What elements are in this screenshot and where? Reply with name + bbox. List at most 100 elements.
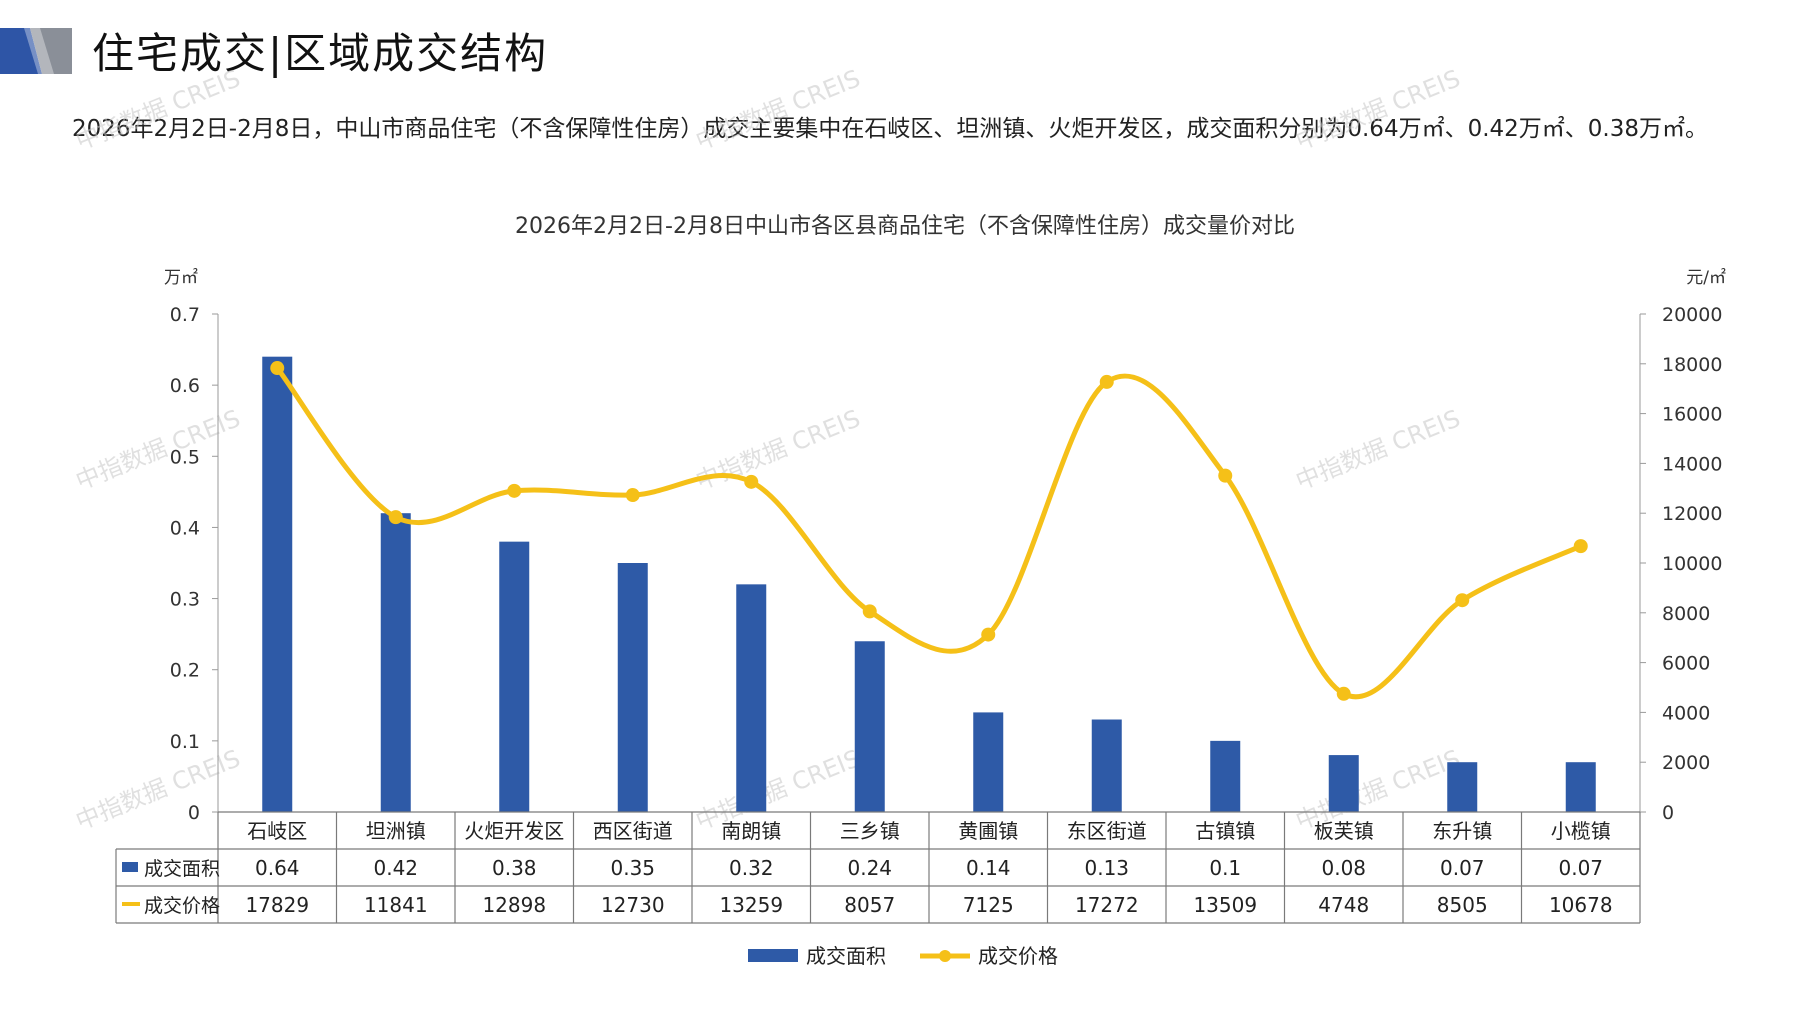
right-axis-unit: 元/㎡ <box>1686 268 1726 288</box>
price-point <box>1218 468 1233 483</box>
price-value-cell: 12730 <box>601 893 665 917</box>
data-table: 石岐区 坦洲镇 火炬开发区 西区街道 南朗镇 三乡镇 黄圃镇 东区街道 古镇镇 板芙镇 东升镇 小榄镇… <box>115 811 1641 924</box>
x-category-label: 黄圃镇 <box>958 819 1018 843</box>
price-point <box>270 361 285 376</box>
left-tick-label: 0.1 <box>170 731 200 753</box>
right-tick-label: 12000 <box>1662 503 1722 525</box>
bar-成交面积 <box>499 541 530 812</box>
left-axis-unit: 万㎡ <box>164 268 198 288</box>
bar-成交面积 <box>736 584 767 812</box>
left-tick-label: 0.7 <box>170 304 200 326</box>
watermark-text: 中指数据 CREIS <box>72 64 244 155</box>
legend-label-price: 成交价格 <box>978 944 1058 968</box>
area-value-cell: 0.1 <box>1209 856 1241 880</box>
bar-成交面积 <box>1328 755 1359 812</box>
price-value-cell: 7125 <box>963 893 1014 917</box>
area-value-cell: 0.08 <box>1321 856 1366 880</box>
bar-成交面积 <box>262 356 293 812</box>
price-point <box>1573 539 1588 554</box>
bars-layer <box>262 356 1596 812</box>
right-tick-label: 16000 <box>1662 404 1722 426</box>
price-point <box>862 604 877 619</box>
price-value-cell: 10678 <box>1549 893 1613 917</box>
left-tick-label: 0 <box>188 802 200 824</box>
summary-text: 2026年2月2日-2月8日，中山市商品住宅（不含保障性住房）成交主要集中在石岐… <box>72 116 1708 142</box>
price-value-cell: 17272 <box>1075 893 1139 917</box>
legend-marker-price <box>939 950 951 962</box>
price-value-cell: 8057 <box>844 893 895 917</box>
right-tick-label: 6000 <box>1662 653 1710 675</box>
watermark-text: 中指数据 CREIS <box>1292 404 1464 495</box>
right-tick-label: 4000 <box>1662 702 1710 724</box>
chart-title: 2026年2月2日-2月8日中山市各区县商品住宅（不含保障性住房）成交量价对比 <box>515 214 1295 239</box>
axes-layer: 0.70.60.50.40.30.20.10200001800016000140… <box>170 304 1723 824</box>
logo-highlight-shape <box>24 28 54 74</box>
area-value-cell: 0.42 <box>373 856 418 880</box>
x-category-label: 东升镇 <box>1432 819 1492 843</box>
price-value-cell: 8505 <box>1437 893 1488 917</box>
bar-成交面积 <box>617 563 648 812</box>
right-tick-label: 10000 <box>1662 553 1722 575</box>
area-value-cell: 0.32 <box>729 856 774 880</box>
price-value-cell: 12898 <box>482 893 546 917</box>
left-tick-label: 0.6 <box>170 375 200 397</box>
watermark-text: 中指数据 CREIS <box>692 404 864 495</box>
price-point <box>1336 686 1351 701</box>
brand-logo-mark <box>0 28 72 74</box>
price-point <box>1099 374 1114 389</box>
logo-gray-shape <box>30 28 72 74</box>
legend: 成交面积 成交价格 <box>748 944 1058 968</box>
area-value-cell: 0.07 <box>1440 856 1485 880</box>
watermark-text: 中指数据 CREIS <box>1292 64 1464 155</box>
area-value-cell: 0.64 <box>255 856 300 880</box>
bar-成交面积 <box>854 641 885 812</box>
row-swatch-area <box>122 862 138 872</box>
x-category-label: 石岐区 <box>247 819 307 843</box>
left-tick-label: 0.4 <box>170 517 200 539</box>
left-tick-label: 0.5 <box>170 446 200 468</box>
x-category-label: 东区街道 <box>1067 819 1147 843</box>
price-value-cell: 11841 <box>364 893 428 917</box>
left-tick-label: 0.3 <box>170 589 200 611</box>
price-point <box>388 510 403 525</box>
bar-成交面积 <box>1565 762 1596 812</box>
price-point <box>507 483 522 498</box>
right-tick-label: 18000 <box>1662 354 1722 376</box>
right-tick-label: 20000 <box>1662 304 1722 326</box>
left-tick-label: 0.2 <box>170 660 200 682</box>
x-category-label: 火炬开发区 <box>464 819 564 843</box>
right-tick-label: 0 <box>1662 802 1674 824</box>
page-title: 住宅成交|区域成交结构 <box>92 29 549 78</box>
area-value-cell: 0.35 <box>610 856 655 880</box>
x-category-label: 西区街道 <box>593 819 673 843</box>
area-value-cell: 0.24 <box>847 856 892 880</box>
x-category-label: 坦洲镇 <box>366 819 426 843</box>
price-value-cell: 4748 <box>1318 893 1369 917</box>
bar-成交面积 <box>973 712 1004 812</box>
price-point <box>625 488 640 503</box>
price-value-cell: 13259 <box>719 893 783 917</box>
x-category-label: 小榄镇 <box>1551 819 1611 843</box>
right-tick-label: 2000 <box>1662 752 1710 774</box>
bar-成交面积 <box>380 513 411 812</box>
area-value-cell: 0.14 <box>966 856 1011 880</box>
price-point <box>744 474 759 489</box>
right-tick-label: 8000 <box>1662 603 1710 625</box>
watermark-text: 中指数据 CREIS <box>692 64 864 155</box>
x-category-label: 古镇镇 <box>1195 819 1255 843</box>
x-category-label: 南朗镇 <box>721 819 781 843</box>
price-line-layer <box>270 361 1588 701</box>
price-point <box>1455 593 1470 608</box>
x-category-label: 三乡镇 <box>840 819 900 843</box>
price-line-path <box>274 365 1584 700</box>
bar-成交面积 <box>1210 740 1241 812</box>
area-value-cell: 0.38 <box>492 856 537 880</box>
price-value-cell: 13509 <box>1193 893 1257 917</box>
price-point <box>981 627 996 642</box>
row-header-price: 成交价格 <box>144 895 220 917</box>
area-value-cell: 0.13 <box>1084 856 1129 880</box>
x-category-label: 板芙镇 <box>1314 819 1374 843</box>
price-value-cell: 17829 <box>245 893 309 917</box>
legend-label-area: 成交面积 <box>806 944 886 968</box>
